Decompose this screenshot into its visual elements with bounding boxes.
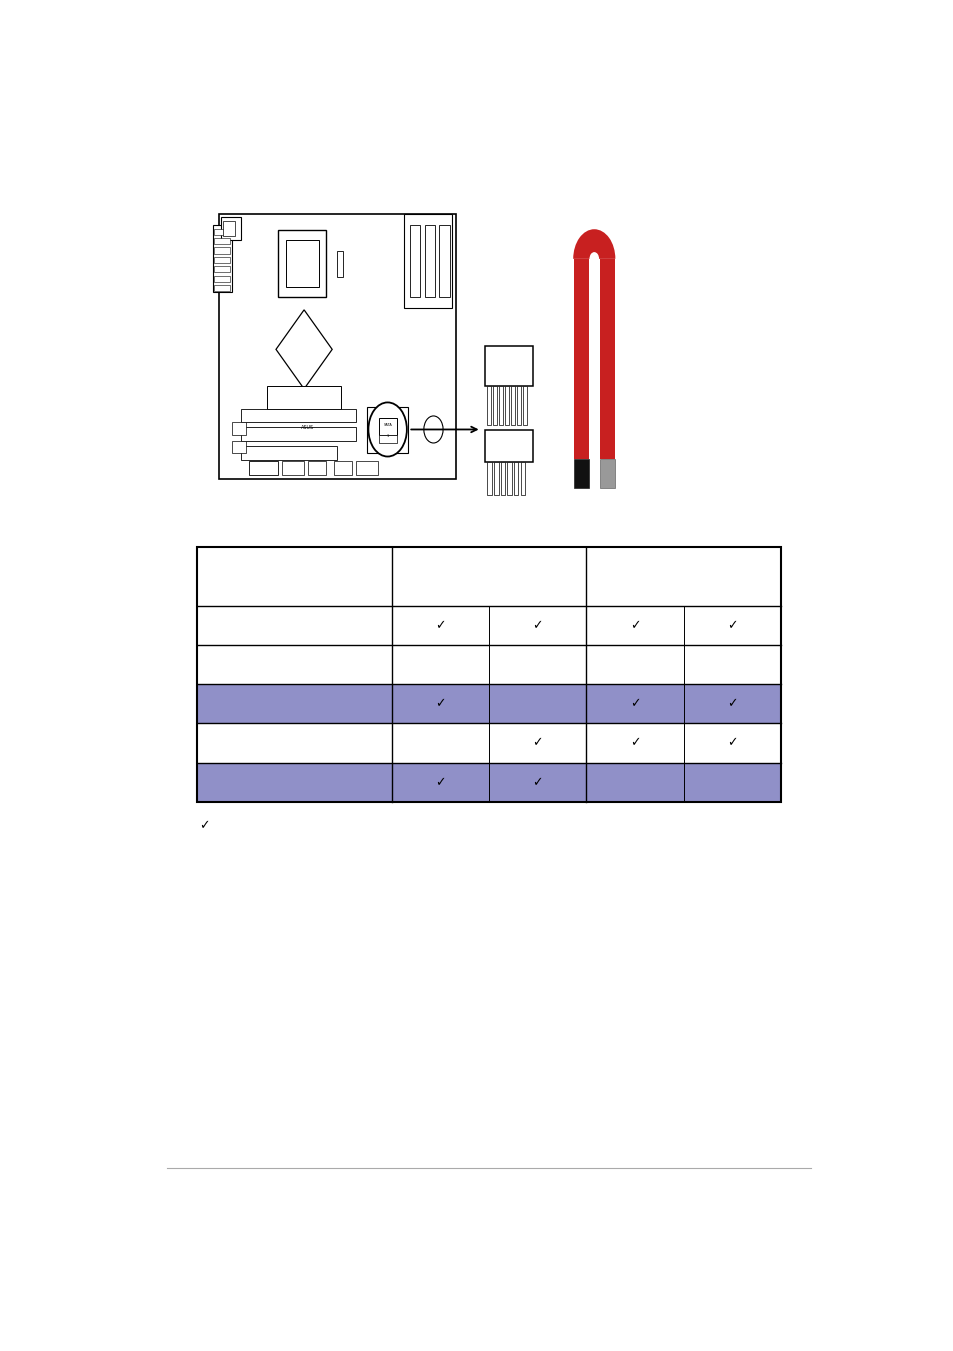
- Bar: [367, 407, 407, 454]
- Text: ✓: ✓: [726, 697, 737, 711]
- Bar: [220, 218, 241, 240]
- Bar: [219, 213, 456, 480]
- Bar: [522, 386, 526, 426]
- Text: ✓: ✓: [629, 736, 639, 750]
- Text: ✓: ✓: [532, 619, 542, 632]
- Bar: [233, 440, 246, 454]
- Text: ✓: ✓: [435, 619, 445, 632]
- Bar: [196, 547, 781, 802]
- Bar: [505, 386, 508, 426]
- Bar: [511, 386, 515, 426]
- Bar: [213, 285, 230, 290]
- Bar: [507, 462, 512, 494]
- Bar: [196, 644, 781, 684]
- Text: 1: 1: [386, 434, 389, 438]
- Bar: [494, 462, 498, 494]
- Bar: [213, 224, 232, 292]
- Bar: [196, 723, 781, 762]
- Bar: [282, 461, 304, 476]
- Bar: [517, 386, 520, 426]
- Bar: [196, 547, 781, 605]
- Bar: [223, 222, 234, 236]
- Bar: [599, 458, 614, 488]
- Bar: [213, 276, 230, 282]
- Bar: [196, 684, 781, 723]
- Circle shape: [368, 403, 406, 457]
- Bar: [378, 435, 396, 443]
- Bar: [241, 446, 337, 459]
- Bar: [213, 247, 230, 254]
- Text: ✓: ✓: [435, 775, 445, 789]
- Bar: [241, 408, 355, 422]
- Bar: [196, 605, 781, 644]
- Polygon shape: [599, 259, 614, 458]
- Text: SATA: SATA: [383, 423, 392, 427]
- Bar: [439, 224, 449, 297]
- Text: ✓: ✓: [199, 819, 210, 832]
- Bar: [196, 762, 781, 802]
- Bar: [278, 230, 326, 297]
- Bar: [233, 422, 246, 435]
- Text: ✓: ✓: [532, 775, 542, 789]
- Bar: [213, 228, 230, 235]
- Polygon shape: [275, 309, 332, 389]
- Bar: [213, 238, 230, 245]
- Polygon shape: [574, 259, 588, 458]
- Bar: [424, 224, 435, 297]
- Bar: [498, 386, 502, 426]
- Bar: [285, 240, 318, 286]
- Bar: [378, 417, 396, 435]
- Bar: [249, 461, 278, 476]
- Bar: [355, 461, 377, 476]
- Text: ASUS: ASUS: [301, 424, 314, 430]
- Bar: [520, 462, 524, 494]
- Wedge shape: [573, 230, 615, 259]
- Text: ✓: ✓: [726, 736, 737, 750]
- Bar: [500, 462, 505, 494]
- Text: ✓: ✓: [435, 697, 445, 711]
- Bar: [410, 224, 419, 297]
- Bar: [308, 461, 326, 476]
- Bar: [487, 386, 491, 426]
- Bar: [485, 346, 533, 386]
- Text: ✓: ✓: [629, 619, 639, 632]
- Bar: [514, 462, 518, 494]
- Text: ✓: ✓: [629, 697, 639, 711]
- Circle shape: [423, 416, 442, 443]
- Bar: [213, 257, 230, 263]
- Bar: [485, 430, 533, 462]
- Text: ✓: ✓: [726, 619, 737, 632]
- Bar: [241, 427, 355, 440]
- Bar: [493, 386, 497, 426]
- Bar: [213, 266, 230, 273]
- Bar: [334, 461, 352, 476]
- Text: ✓: ✓: [532, 736, 542, 750]
- Bar: [403, 213, 452, 308]
- Bar: [574, 458, 588, 488]
- Bar: [487, 462, 492, 494]
- Bar: [267, 386, 341, 408]
- Bar: [337, 250, 343, 277]
